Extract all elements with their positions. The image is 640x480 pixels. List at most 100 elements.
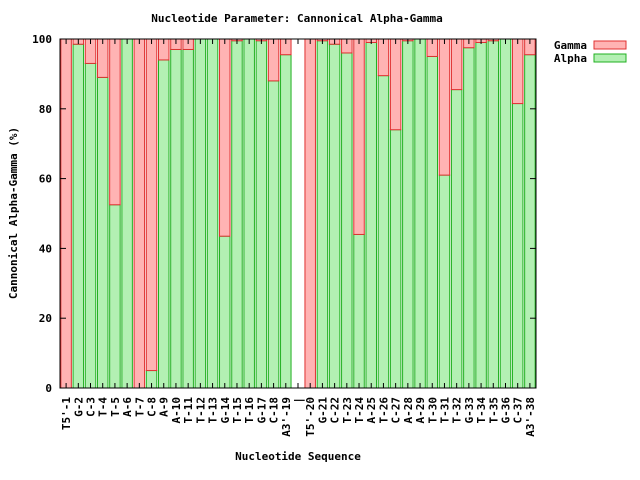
bar-alpha-5 xyxy=(121,38,133,389)
bar-alpha-26 xyxy=(377,75,390,389)
bar-gamma-24 xyxy=(353,38,365,235)
x-tick-label: T-30 xyxy=(426,397,439,424)
x-tick-label: T-15 xyxy=(231,397,244,424)
y-tick-label: 40 xyxy=(39,242,52,255)
x-tick-label: A-29 xyxy=(414,397,427,424)
x-tick-label: T-23 xyxy=(341,397,354,424)
bar-gamma-26 xyxy=(377,38,390,77)
bar-gamma-31 xyxy=(438,38,451,176)
y-tick-label: 0 xyxy=(45,382,52,395)
bar-alpha-29 xyxy=(414,38,426,389)
bar-alpha-17 xyxy=(267,80,280,389)
bar-alpha-38 xyxy=(524,54,536,389)
bars-layer xyxy=(60,38,536,389)
bar-gamma-3 xyxy=(96,38,109,78)
bar-gamma-4 xyxy=(109,38,121,206)
x-tick-label: C-27 xyxy=(390,397,403,424)
x-tick-label: T-26 xyxy=(377,397,390,424)
bar-alpha-36 xyxy=(499,38,512,389)
bar-alpha-27 xyxy=(389,129,402,389)
bar-alpha-3 xyxy=(96,76,109,389)
bar-alpha-23 xyxy=(341,52,353,389)
x-tick-label: T-34 xyxy=(475,397,488,424)
bar-alpha-31 xyxy=(438,174,451,389)
legend-label-gamma: Gamma xyxy=(554,39,587,52)
bar-alpha-15 xyxy=(243,38,255,389)
bar-gamma-7 xyxy=(145,38,158,372)
bar-alpha-21 xyxy=(316,40,329,389)
x-tick-label: T-32 xyxy=(451,397,464,424)
x-tick-label: C-18 xyxy=(268,397,281,424)
x-tick-label: T-12 xyxy=(194,397,207,424)
x-tick-label: A-6 xyxy=(121,397,134,417)
bar-alpha-30 xyxy=(426,55,439,389)
x-tick-label: G-33 xyxy=(463,397,476,424)
x-tick-label: T-24 xyxy=(353,397,366,424)
bar-alpha-28 xyxy=(402,40,414,389)
bar-alpha-25 xyxy=(365,41,377,389)
legend-swatch-alpha xyxy=(593,53,627,63)
bar-gamma-37 xyxy=(511,38,524,105)
bar-alpha-24 xyxy=(353,233,365,389)
x-tick-label: A-9 xyxy=(158,397,171,417)
y-axis: 0 20 40 60 80 100 xyxy=(32,33,536,395)
bar-alpha-13 xyxy=(219,235,231,389)
x-tick-label: T-4 xyxy=(97,397,110,417)
x-tick-label: T-16 xyxy=(243,397,256,424)
bar-gamma-27 xyxy=(389,38,402,131)
x-tick-label: T5'-1 xyxy=(60,397,73,430)
bar-alpha-2 xyxy=(84,62,97,389)
x-tick-label: C-37 xyxy=(512,397,525,424)
x-tick-label: G-36 xyxy=(499,397,512,424)
x-tick-label: G-21 xyxy=(316,397,329,424)
y-tick-label: 80 xyxy=(39,103,52,116)
bar-alpha-4 xyxy=(109,204,121,389)
x-tick-label: A3'-19 xyxy=(280,397,293,437)
x-axis-label: Nucleotide Sequence xyxy=(235,450,361,463)
bar-alpha-10 xyxy=(182,48,194,389)
y-tick-label: 60 xyxy=(39,173,52,186)
x-tick-label: T5'-20 xyxy=(304,397,317,437)
y-axis-label: Cannonical Alpha-Gamma (%) xyxy=(7,127,20,299)
chart-title: Nucleotide Parameter: Cannonical Alpha-G… xyxy=(151,12,442,25)
x-axis: T5'-1 G-2 C-3 T-4 T-5 A-6 T-7 C-8 A-9 A-10 T-11 T-1… xyxy=(60,39,537,437)
bar-gamma-32 xyxy=(450,38,463,91)
x-tick-label: T-7 xyxy=(133,397,146,417)
y-tick-label: 100 xyxy=(32,33,52,46)
bar-gamma-13 xyxy=(219,38,231,237)
x-tick-label: A3'-38 xyxy=(524,397,537,437)
bar-gamma-17 xyxy=(267,38,280,82)
bar-alpha-9 xyxy=(170,48,182,389)
bar-alpha-35 xyxy=(487,40,500,389)
x-tick-label: C-8 xyxy=(146,397,159,417)
x-tick-label: T-13 xyxy=(207,397,220,424)
legend-swatch-gamma xyxy=(593,40,627,50)
x-tick-label: T-35 xyxy=(487,397,500,424)
bar-alpha-22 xyxy=(328,43,341,389)
bar-alpha-16 xyxy=(255,40,268,389)
x-tick-label: C-3 xyxy=(85,397,98,417)
y-tick-label: 20 xyxy=(39,312,52,325)
x-tick-label: T-5 xyxy=(109,397,122,417)
x-tick-label: A-10 xyxy=(170,397,183,424)
x-tick-label: A-25 xyxy=(365,397,378,424)
bar-alpha-33 xyxy=(463,47,475,389)
bar-alpha-12 xyxy=(206,38,219,389)
x-tick-label: G-2 xyxy=(72,397,85,417)
bar-alpha-1 xyxy=(72,43,85,389)
x-tick-label: T-31 xyxy=(438,397,451,424)
x-tick-label: G-17 xyxy=(255,397,268,424)
bar-alpha-32 xyxy=(450,89,463,389)
x-tick-label: G-14 xyxy=(219,397,232,424)
bar-alpha-34 xyxy=(475,41,487,389)
bar-alpha-14 xyxy=(231,40,243,389)
bar-gamma-6 xyxy=(133,38,146,389)
x-tick-label: T-11 xyxy=(182,397,195,424)
bar-gamma-0 xyxy=(60,38,72,389)
x-tick-label: C-22 xyxy=(329,397,342,424)
x-tick-label: A-28 xyxy=(402,397,415,424)
bar-alpha-8 xyxy=(157,59,170,389)
bar-gamma-20 xyxy=(304,38,316,389)
